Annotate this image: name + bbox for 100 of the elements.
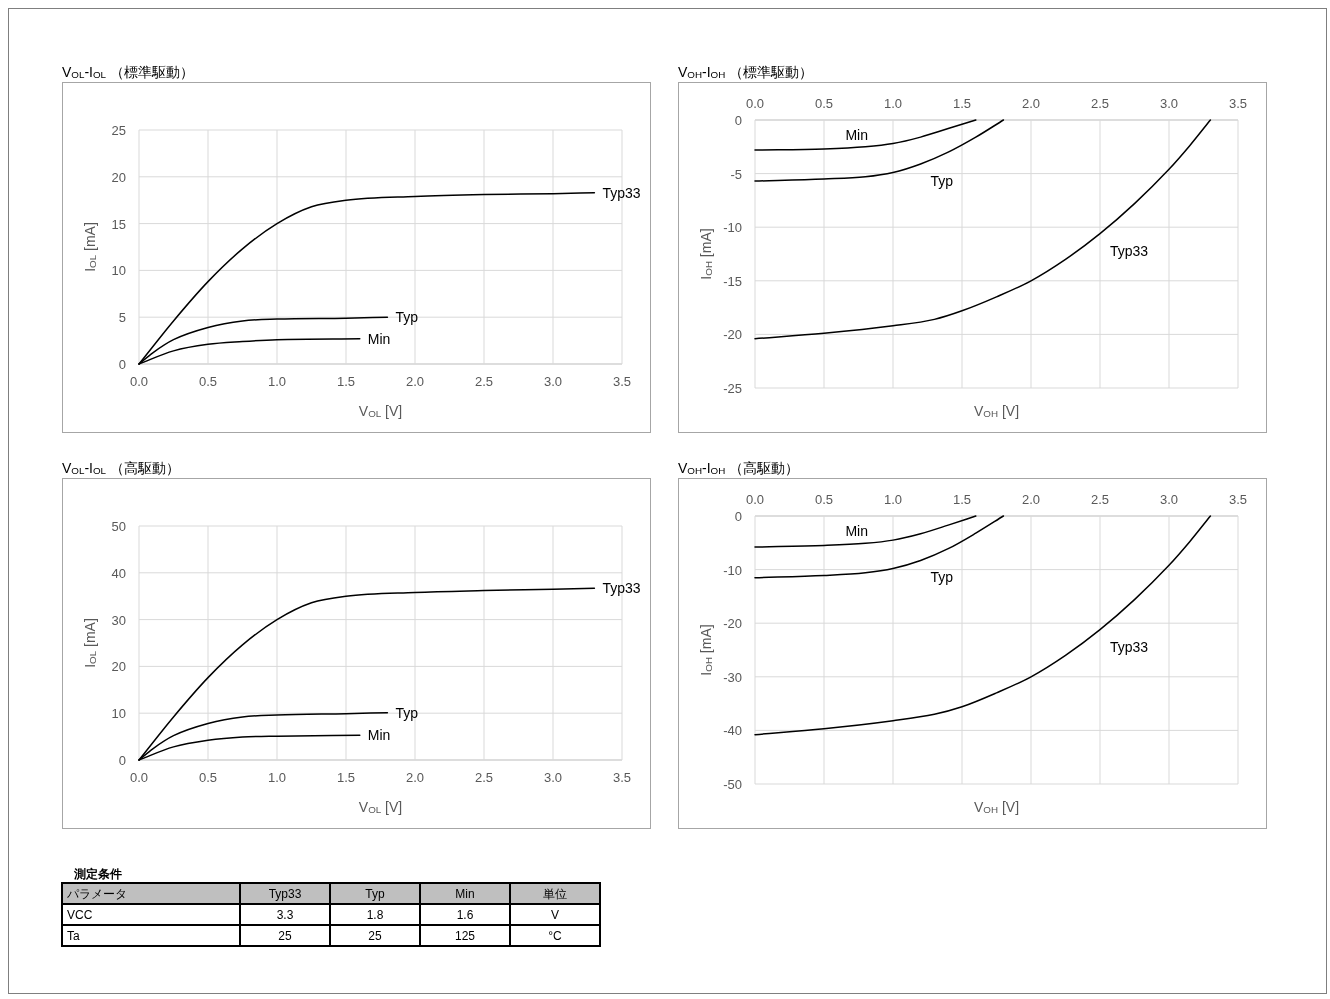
text: Typ33	[268, 887, 302, 901]
y-tick-label: -10	[723, 220, 742, 236]
y-axis-title: IOL [mA]	[82, 222, 98, 272]
series-label: Min	[367, 727, 391, 744]
text: 3.3	[276, 908, 294, 922]
text: 単位	[543, 887, 567, 901]
text: パラメータ	[66, 887, 127, 901]
y-tick-label: -25	[723, 381, 742, 396]
x-tick-label: 1.0	[883, 492, 903, 507]
series-label: Typ	[930, 569, 954, 586]
series-label: Typ	[395, 704, 419, 721]
x-tick-label: 3.0	[543, 374, 563, 389]
y-tick-label: -10	[723, 562, 742, 578]
x-tick-label: 0.0	[129, 374, 149, 389]
x-tick-label: 3.5	[1228, 96, 1248, 111]
x-tick-label: 0.5	[198, 374, 218, 389]
line-series	[754, 515, 1212, 736]
x-tick-label: 1.5	[952, 492, 972, 507]
x-tick-label: 1.5	[336, 374, 356, 389]
text: 25	[368, 929, 382, 943]
y-tick-label: -5	[730, 166, 742, 182]
text: 測定条件	[73, 867, 122, 881]
x-tick-label: 3.5	[612, 374, 632, 389]
x-axis-title: VOH [V]	[973, 799, 1020, 815]
x-axis-title: VOL [V]	[358, 403, 403, 419]
x-tick-label: 0.0	[745, 492, 765, 507]
y-axis-title: IOH [mA]	[698, 624, 714, 676]
x-tick-label: 0.0	[745, 96, 765, 111]
text: Min	[455, 887, 475, 901]
x-tick-label: 0.5	[198, 770, 218, 785]
x-axis-title: VOH [V]	[973, 403, 1020, 419]
series-label: Min	[367, 330, 391, 347]
x-tick-label: 3.0	[1159, 96, 1179, 111]
x-tick-label: 2.5	[1090, 492, 1110, 507]
text: Typ	[365, 887, 385, 901]
y-tick-label: -50	[723, 777, 742, 792]
y-tick-label: -20	[723, 327, 742, 343]
y-tick-label: 20	[111, 659, 126, 675]
x-tick-label: 2.0	[405, 770, 425, 785]
x-tick-label: 0.0	[129, 770, 149, 785]
series-label: Min	[845, 523, 868, 540]
y-tick-label: 15	[111, 216, 126, 232]
x-tick-label: 2.0	[1021, 96, 1041, 111]
text: °C	[548, 929, 563, 943]
y-axis-title: IOH [mA]	[698, 228, 714, 280]
y-tick-label: 50	[111, 519, 126, 534]
series-label: Typ33	[1110, 242, 1149, 259]
series-label: Min	[845, 126, 868, 143]
series-label: Typ33	[1110, 638, 1149, 655]
line-series	[754, 119, 977, 151]
y-tick-label: -40	[723, 723, 742, 739]
text: V	[550, 908, 560, 922]
x-axis-title: VOL [V]	[358, 799, 403, 815]
x-tick-label: 1.0	[883, 96, 903, 111]
text: 125	[454, 929, 476, 943]
series-label: Typ33	[602, 184, 641, 201]
y-tick-label: 0	[118, 357, 126, 372]
y-tick-label: -20	[723, 616, 742, 632]
series-label: Typ33	[602, 580, 641, 597]
chart-title: VOL-IOL （標準駆動）	[62, 64, 194, 80]
x-tick-label: 3.5	[1228, 492, 1248, 507]
x-tick-label: 3.0	[1159, 492, 1179, 507]
x-tick-label: 2.5	[474, 374, 494, 389]
x-tick-label: 0.5	[814, 492, 834, 507]
series-label: Typ	[395, 309, 419, 326]
y-tick-label: 0	[734, 113, 742, 128]
y-tick-label: -30	[723, 669, 742, 685]
y-tick-label: 5	[118, 310, 126, 326]
chart-title: VOL-IOL （高駆動）	[62, 460, 180, 476]
y-axis-title: IOL [mA]	[82, 618, 98, 668]
x-tick-label: 2.5	[474, 770, 494, 785]
y-tick-label: -15	[723, 273, 742, 289]
text: 1.6	[456, 908, 474, 922]
chart-title: VOH-IOH （標準駆動）	[678, 64, 814, 80]
x-tick-label: 1.5	[336, 770, 356, 785]
y-tick-label: 25	[111, 123, 126, 138]
series-label: Typ	[930, 172, 954, 189]
text: VCC	[67, 908, 93, 922]
x-tick-label: 2.0	[1021, 492, 1041, 507]
chart-title: VOH-IOH （高駆動）	[678, 460, 800, 476]
x-tick-label: 1.0	[267, 770, 287, 785]
y-tick-label: 30	[111, 612, 126, 628]
text: 25	[278, 929, 292, 943]
y-tick-label: 10	[111, 706, 126, 722]
y-tick-label: 0	[734, 509, 742, 524]
line-series	[754, 515, 977, 548]
y-tick-label: 0	[118, 753, 126, 768]
x-tick-label: 3.0	[543, 770, 563, 785]
line-series	[754, 119, 1212, 340]
y-tick-label: 20	[111, 169, 126, 185]
x-tick-label: 1.0	[267, 374, 287, 389]
x-tick-label: 1.5	[952, 96, 972, 111]
text: 1.8	[366, 908, 384, 922]
text: Ta	[67, 929, 80, 943]
x-tick-label: 0.5	[814, 96, 834, 111]
y-tick-label: 10	[111, 263, 126, 279]
x-tick-label: 3.5	[612, 770, 632, 785]
x-tick-label: 2.0	[405, 374, 425, 389]
y-tick-label: 40	[111, 565, 126, 581]
x-tick-label: 2.5	[1090, 96, 1110, 111]
